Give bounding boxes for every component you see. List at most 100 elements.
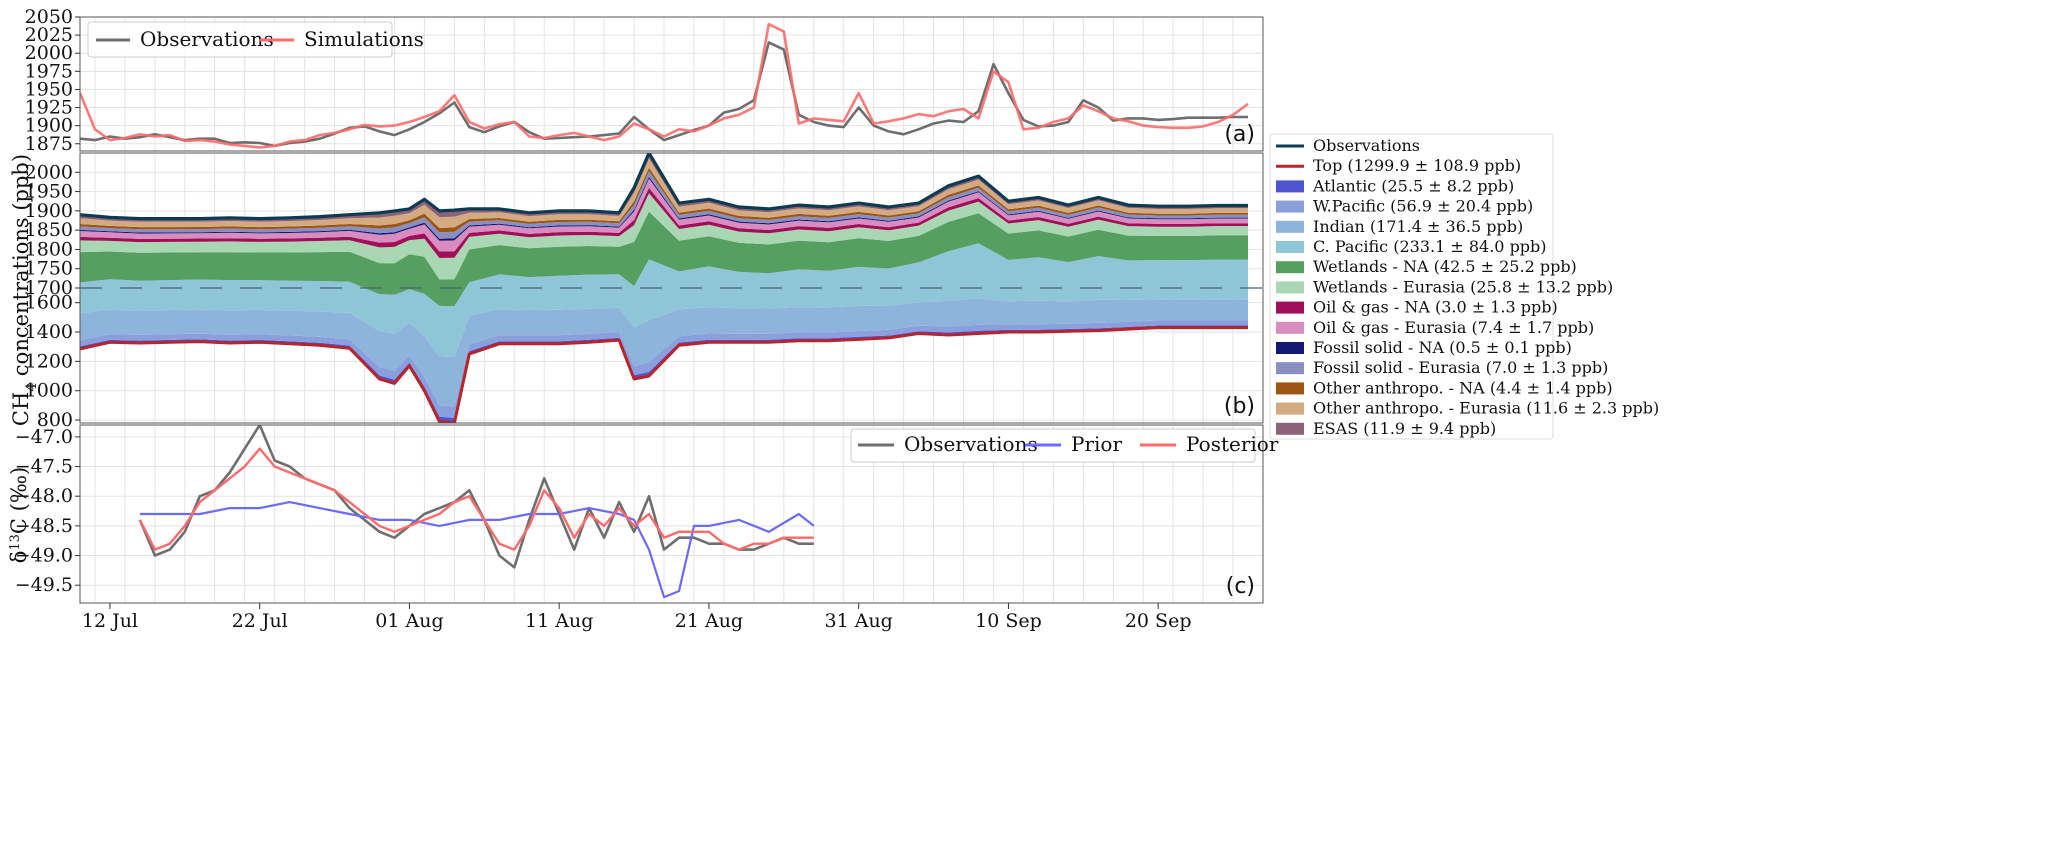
x-tick-label: 12 Jul xyxy=(82,610,138,632)
area-c-pacific xyxy=(80,243,1248,358)
x-tick-label: 20 Sep xyxy=(1125,610,1192,632)
panel-label: (b) xyxy=(1224,394,1255,419)
legend-box xyxy=(1269,133,1554,440)
legend-swatch xyxy=(1276,301,1304,314)
area-wetlands-na xyxy=(80,211,1248,307)
x-tick-label: 21 Aug xyxy=(675,610,743,632)
legend-swatch xyxy=(1276,200,1304,213)
legend-label: Observations xyxy=(1313,136,1420,155)
y-tick-label: 800 xyxy=(37,409,73,431)
legend-label: Fossil solid - Eurasia (7.0 ± 1.3 ppb) xyxy=(1313,358,1608,377)
legend-label: Wetlands - NA (42.5 ± 25.2 ppb) xyxy=(1313,257,1577,276)
panel-a-legend: Observations Simulations xyxy=(87,21,424,58)
legend-label: Wetlands - Eurasia (25.8 ± 13.2 ppb) xyxy=(1313,277,1613,296)
legend-label: ESAS (11.9 ± 9.4 ppb) xyxy=(1313,419,1496,438)
y-tick-label: 1975 xyxy=(25,60,73,82)
x-tick-label: 10 Sep xyxy=(975,610,1042,632)
prior-line xyxy=(139,501,815,599)
panel-label: (a) xyxy=(1224,122,1255,147)
area-fossil-solid-eurasia xyxy=(80,171,1248,239)
panel-a-lines xyxy=(80,22,1249,149)
legend-label: Other anthropo. - NA (4.4 ± 1.4 ppb) xyxy=(1313,378,1613,397)
y-tick-label: 2000 xyxy=(25,42,73,64)
y-tick-label: 1900 xyxy=(25,115,73,137)
y-tick-label: 1850 xyxy=(25,219,73,241)
y-tick-label: 1400 xyxy=(25,321,73,343)
y-tick-label: −47.5 xyxy=(15,456,73,478)
observations-line xyxy=(138,425,814,569)
panel-b-areas xyxy=(80,153,1248,423)
x-axis: 12 Jul 22 Jul 01 Aug 11 Aug 21 Aug 31 Aug 10 S… xyxy=(82,603,1192,632)
legend-label: Oil & gas - NA (3.0 ± 1.3 ppb) xyxy=(1313,298,1558,317)
legend-label: Top (1299.9 ± 108.9 ppb) xyxy=(1313,156,1521,175)
legend-swatch xyxy=(1276,362,1304,375)
legend-box xyxy=(87,21,393,58)
y-tick-label: 2025 xyxy=(25,24,73,46)
area-oil-gas-eurasia xyxy=(80,178,1248,252)
legend-label: Posterior xyxy=(1186,432,1279,456)
legend-label: Prior xyxy=(1071,432,1122,456)
x-tick-label: 22 Jul xyxy=(232,610,288,632)
legend-swatch xyxy=(1276,382,1304,395)
y-tick-label: 1800 xyxy=(25,238,73,260)
y-tick-label: 2050 xyxy=(25,6,73,28)
legend-label: Other anthropo. - Eurasia (11.6 ± 2.3 pp… xyxy=(1313,399,1659,418)
y-tick-label: −47.0 xyxy=(15,426,73,448)
legend-swatch xyxy=(1276,241,1304,253)
x-tick-label: 31 Aug xyxy=(825,610,893,632)
legend-label: Oil & gas - Eurasia (7.4 ± 1.7 ppb) xyxy=(1313,318,1594,337)
posterior-line xyxy=(138,447,814,551)
panel-c-lines xyxy=(138,425,815,599)
legend-label-simulations: Simulations xyxy=(304,27,424,51)
legend-swatch xyxy=(1276,180,1304,193)
panel-label: (c) xyxy=(1226,574,1255,599)
y-tick-label: −48.5 xyxy=(15,515,73,537)
y-axis-label: CH4 concentrations (ppb) xyxy=(9,154,40,426)
legend-label: Atlantic (25.5 ± 8.2 ppb) xyxy=(1312,176,1514,195)
y-tick-label: −48.0 xyxy=(15,485,73,507)
y-tick-label: 1875 xyxy=(25,133,73,155)
y-tick-label: 1700 xyxy=(25,277,73,299)
area-wetlands-eurasia xyxy=(80,193,1248,280)
legend-swatch xyxy=(1276,342,1304,354)
y-tick-label: 1200 xyxy=(25,350,73,372)
legend-label: W.Pacific (56.9 ± 20.4 ppb) xyxy=(1313,197,1533,216)
legend-label: C. Pacific (233.1 ± 84.0 ppb) xyxy=(1313,237,1547,256)
legend-swatch xyxy=(1276,220,1304,233)
y-axis-label: δ13C (‰) xyxy=(7,467,31,564)
y-tick-label: 2000 xyxy=(25,161,73,183)
top-line xyxy=(80,326,1248,423)
legend-swatch xyxy=(1276,321,1304,334)
legend-label-observations: Observations xyxy=(140,27,274,51)
panel-c-frame xyxy=(79,424,1264,604)
simulations-line xyxy=(80,22,1249,149)
area-indian xyxy=(80,298,1248,407)
observations-line xyxy=(80,153,1248,221)
y-tick-label: 1000 xyxy=(25,380,73,402)
y-tick-label: 1600 xyxy=(25,292,73,314)
y-tick-label: −49.5 xyxy=(15,574,73,596)
legend-swatch xyxy=(1276,261,1304,274)
legend-swatch xyxy=(1276,402,1304,415)
y-tick-label: 1950 xyxy=(25,78,73,100)
y-tick-label: −49.0 xyxy=(15,545,73,567)
x-tick-label: 01 Aug xyxy=(375,610,443,632)
x-tick-label: 11 Aug xyxy=(525,610,593,632)
y-tick-label: 1900 xyxy=(25,200,73,222)
legend-label: Indian (171.4 ± 36.5 ppb) xyxy=(1313,217,1523,236)
y-tick-label: 1950 xyxy=(25,181,73,203)
legend-label: Fossil solid - NA (0.5 ± 0.1 ppb) xyxy=(1313,338,1572,357)
legend-swatch xyxy=(1276,422,1304,435)
y-tick-label: 1925 xyxy=(25,97,73,119)
panel-a-frame xyxy=(79,16,1264,152)
panel-c: −47.0 −47.5 −48.0 −48.5 −49.0 −49.5 (c) δ13C (‰… xyxy=(7,424,1279,604)
legend-swatch xyxy=(1276,281,1304,294)
area-oil-gas-na xyxy=(80,187,1248,258)
panel-c-legend: Observations Prior Posterior xyxy=(850,428,1279,463)
y-tick-label: 1750 xyxy=(25,258,73,280)
legend-label: Observations xyxy=(904,432,1038,456)
